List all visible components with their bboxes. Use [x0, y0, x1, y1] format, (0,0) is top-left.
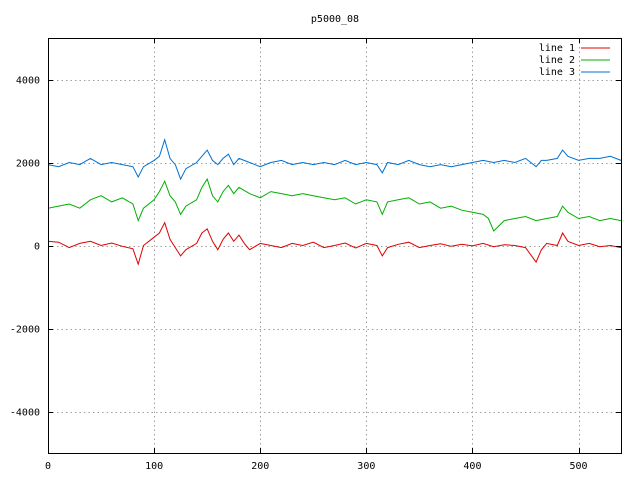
y-axis-tick-labels: -4000 -2000 0 2000 4000	[10, 76, 40, 419]
x-tick-label: 400	[463, 461, 481, 472]
y-tick-label: -2000	[10, 325, 40, 336]
series-line-3	[47, 137, 622, 181]
series-lines	[47, 137, 622, 266]
series-line-2	[47, 177, 622, 232]
series-line-1	[47, 221, 622, 266]
legend-label: line 2	[539, 55, 575, 66]
chart-title: p5000_08	[311, 14, 359, 25]
x-axis-tick-labels: 0 100 200 300 400 500	[45, 461, 588, 472]
x-tick-label: 0	[45, 461, 51, 472]
x-tick-label: 200	[251, 461, 269, 472]
axis-ticks	[48, 38, 621, 453]
x-tick-label: 300	[357, 461, 375, 472]
y-tick-label: 2000	[16, 159, 40, 170]
x-tick-label: 100	[145, 461, 163, 472]
x-tick-label: 500	[570, 461, 588, 472]
legend-label: line 3	[539, 67, 575, 78]
y-tick-label: 4000	[16, 76, 40, 87]
legend-label: line 1	[539, 43, 575, 54]
y-tick-label: 0	[34, 242, 40, 253]
y-tick-label: -4000	[10, 408, 40, 419]
